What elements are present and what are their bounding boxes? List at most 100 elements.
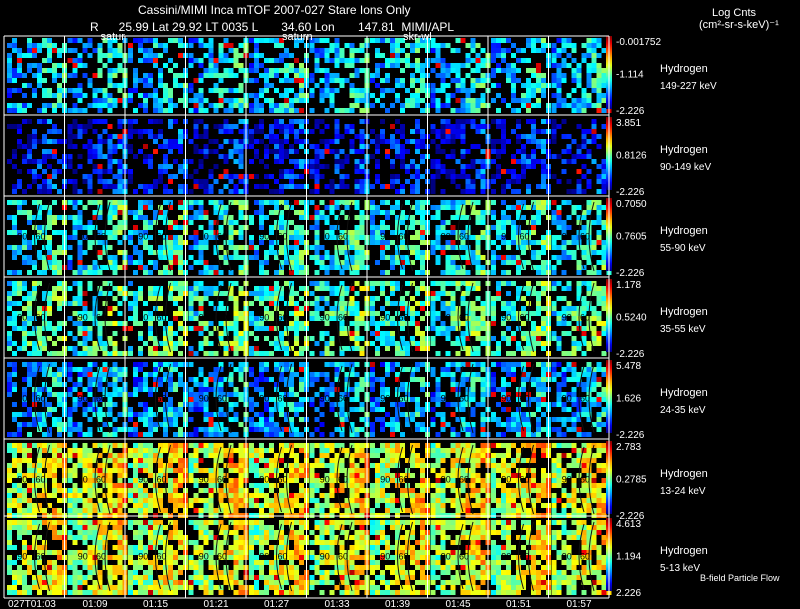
heatmap-cell <box>294 270 299 275</box>
heatmap-cell <box>7 341 12 346</box>
heatmap-cell <box>526 281 531 286</box>
heatmap-cell <box>596 189 602 194</box>
heatmap-cell <box>233 367 239 372</box>
heatmap-cell <box>112 306 118 311</box>
heatmap-cell <box>153 427 158 432</box>
heatmap-cell <box>168 240 173 245</box>
heatmap-cell <box>531 230 536 235</box>
heatmap-cell <box>465 119 471 124</box>
heatmap-cell <box>17 48 22 53</box>
heatmap-cell <box>163 63 168 68</box>
heatmap-cell <box>334 43 340 48</box>
heatmap-cell <box>254 291 259 296</box>
heatmap-cell <box>511 306 516 311</box>
heatmap-cell <box>475 281 481 286</box>
heatmap-cell <box>470 321 476 326</box>
heatmap-cell <box>349 301 355 306</box>
heatmap-cell <box>12 108 17 113</box>
heatmap-cell <box>496 169 501 174</box>
heatmap-cell <box>37 331 42 336</box>
contour-label-90: 90 <box>320 232 330 242</box>
heatmap-cell <box>203 291 209 296</box>
heatmap-cell <box>480 255 486 260</box>
heatmap-cell <box>551 139 557 144</box>
heatmap-cell <box>460 154 466 159</box>
heatmap-cell <box>178 43 183 48</box>
heatmap-cell <box>450 296 456 301</box>
heatmap-cell <box>324 321 330 326</box>
heatmap-cell <box>521 58 526 63</box>
heatmap-cell <box>354 250 360 255</box>
heatmap-cell <box>213 367 219 372</box>
heatmap-cell <box>521 98 526 103</box>
heatmap-cell <box>319 372 325 377</box>
heatmap-cell <box>329 432 335 437</box>
heatmap-cell <box>324 38 330 43</box>
heatmap-cell <box>541 306 546 311</box>
heatmap-cell <box>87 43 93 48</box>
heatmap-cell <box>178 200 183 205</box>
heatmap-cell <box>349 346 355 351</box>
heatmap-cell <box>264 286 269 291</box>
heatmap-cell <box>314 215 320 220</box>
heatmap-cell <box>274 422 279 427</box>
heatmap-cell <box>223 108 229 113</box>
heatmap-cell <box>430 311 436 316</box>
heatmap-cell <box>370 296 375 301</box>
heatmap-cell <box>354 432 360 437</box>
heatmap-cell <box>112 184 118 189</box>
heatmap-cell <box>269 286 274 291</box>
heatmap-cell <box>274 281 279 286</box>
heatmap-cell <box>430 321 436 326</box>
heatmap-cell <box>571 351 577 356</box>
heatmap-cell <box>390 124 395 129</box>
heatmap-cell <box>37 205 42 210</box>
heatmap-cell <box>27 377 32 382</box>
heatmap-cell <box>238 331 244 336</box>
heatmap-cell <box>491 210 496 215</box>
heatmap-cell <box>601 245 607 250</box>
heatmap-cell <box>37 306 42 311</box>
heatmap-cell <box>52 417 57 422</box>
heatmap-cell <box>299 260 304 265</box>
heatmap-cell <box>163 346 168 351</box>
heatmap-cell <box>344 250 350 255</box>
heatmap-cell <box>531 149 536 154</box>
heatmap-cell <box>203 351 209 356</box>
heatmap-cell <box>97 154 103 159</box>
heatmap-cell <box>274 205 279 210</box>
heatmap-cell <box>551 108 557 113</box>
heatmap-cell <box>329 382 335 387</box>
heatmap-cell <box>380 341 385 346</box>
heatmap-cell <box>536 306 541 311</box>
heatmap-cell <box>269 68 274 73</box>
heatmap-cell <box>435 43 441 48</box>
heatmap-cell <box>460 139 466 144</box>
heatmap-cell <box>400 149 405 154</box>
heatmap-cell <box>158 164 163 169</box>
heatmap-cell <box>107 103 113 108</box>
heatmap-cell <box>52 220 57 225</box>
heatmap-cell <box>112 331 118 336</box>
heatmap-cell <box>491 58 496 63</box>
heatmap-cell <box>148 164 153 169</box>
heatmap-cell <box>400 58 405 63</box>
heatmap-cell <box>47 402 52 407</box>
heatmap-cell <box>596 38 602 43</box>
heatmap-cell <box>269 250 274 255</box>
heatmap-cell <box>198 306 204 311</box>
heatmap-cell <box>344 326 350 331</box>
heatmap-cell <box>501 331 506 336</box>
heatmap-cell <box>264 88 269 93</box>
heatmap-cell <box>193 169 199 174</box>
heatmap-cell <box>77 286 83 291</box>
heatmap-cell <box>218 144 224 149</box>
heatmap-cell <box>435 63 441 68</box>
heatmap-cell <box>329 286 335 291</box>
heatmap-cell <box>536 336 541 341</box>
heatmap-cell <box>420 301 425 306</box>
heatmap-cell <box>359 164 365 169</box>
heatmap-cell <box>52 200 57 205</box>
heatmap-cell <box>153 134 158 139</box>
heatmap-cell <box>415 179 420 184</box>
